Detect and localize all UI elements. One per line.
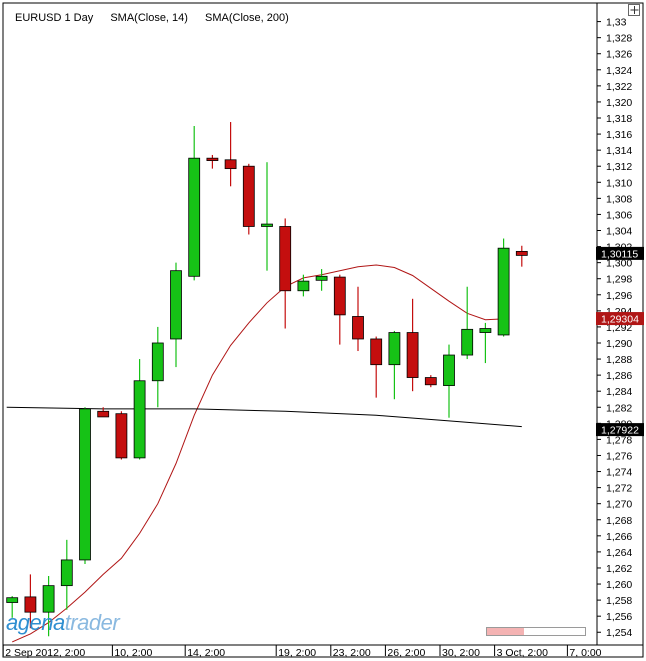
x-tick-label: 19, 2:00: [278, 647, 316, 659]
y-tick-label: 1,260: [606, 579, 632, 591]
y-tick-label: 1,266: [606, 531, 632, 543]
candle-body: [115, 413, 128, 459]
candle-body: [133, 380, 146, 459]
candle-body: [151, 342, 164, 382]
y-tick-label: 1,276: [606, 450, 632, 462]
y-tick-label: 1,328: [606, 33, 632, 45]
logo-part-trader: trader: [64, 610, 120, 635]
x-tick-label: 14, 2:00: [187, 647, 225, 659]
y-tick-label: 1,290: [606, 338, 632, 350]
candle-body: [79, 408, 91, 561]
candle-body: [461, 328, 474, 356]
crosshair-toggle-icon[interactable]: [628, 4, 640, 16]
y-tick-label: 1,324: [606, 65, 632, 77]
price-label-text: 1,27922: [601, 425, 639, 437]
x-tick-label: 7, 0:00: [569, 647, 601, 659]
y-tick-label: 1,326: [606, 49, 632, 61]
x-tick-label: 23, 2:00: [333, 647, 371, 659]
candle-body: [497, 247, 510, 336]
x-tick-label: 3 Oct, 2:00: [497, 647, 549, 659]
candle-body: [24, 596, 37, 613]
y-tick-label: 1,268: [606, 515, 632, 527]
y-tick-label: 1,33: [606, 17, 627, 29]
legend-sma14: SMA(Close, 14): [110, 12, 188, 24]
y-tick-label: 1,272: [606, 483, 632, 495]
candle-body: [279, 226, 292, 292]
y-tick-label: 1,256: [606, 611, 632, 623]
candle-body: [406, 332, 419, 378]
candle-body: [60, 559, 73, 587]
y-tick-label: 1,318: [606, 113, 632, 125]
candle-body: [42, 585, 55, 613]
y-tick-label: 1,308: [606, 193, 632, 205]
price-label-box: [596, 312, 644, 326]
chart-scrollbar[interactable]: [486, 627, 586, 636]
y-tick-label: 1,262: [606, 563, 632, 575]
candle-body: [242, 165, 255, 227]
agenatrader-logo: agenatrader: [6, 610, 120, 636]
candle-body: [333, 276, 346, 316]
candle-body: [6, 597, 19, 603]
y-tick-label: 1,304: [606, 225, 632, 237]
y-tick-label: 1,270: [606, 499, 632, 511]
y-tick-label: 1,316: [606, 129, 632, 141]
y-tick-label: 1,320: [606, 97, 632, 109]
candle-body: [206, 157, 219, 161]
candle-body: [315, 275, 328, 281]
legend-instrument: EURUSD 1 Day: [15, 12, 94, 24]
candle-body: [188, 157, 201, 277]
chart-legend: EURUSD 1 Day SMA(Close, 14) SMA(Close, 2…: [15, 12, 303, 24]
x-tick-label: 10, 2:00: [114, 647, 152, 659]
y-tick-label: 1,278: [606, 434, 632, 446]
logo-part-agena: agena: [6, 610, 65, 635]
y-tick-label: 1,298: [606, 274, 632, 286]
candle-body: [479, 328, 492, 333]
y-tick-label: 1,306: [606, 209, 632, 221]
y-tick-label: 1,300: [606, 258, 632, 270]
x-tick-label: 2 Sep 2012, 2:00: [5, 647, 85, 659]
y-tick-label: 1,254: [606, 627, 632, 639]
y-tick-label: 1,286: [606, 370, 632, 382]
y-tick-label: 1,274: [606, 467, 632, 479]
scrollbar-thumb[interactable]: [487, 628, 525, 635]
candle-body: [170, 270, 182, 340]
y-tick-label: 1,312: [606, 161, 632, 173]
candle-body: [297, 280, 310, 292]
legend-sma200: SMA(Close, 200): [205, 12, 289, 24]
price-label-text: 1,29304: [601, 314, 639, 326]
y-tick-label: 1,288: [606, 354, 632, 366]
price-label-text: 1,30115: [601, 248, 638, 260]
candle-body: [224, 159, 237, 170]
price-label-box: [596, 246, 644, 260]
y-tick-label: 1,322: [606, 81, 632, 93]
x-tick-label: 26, 2:00: [387, 647, 425, 659]
candle-body: [370, 338, 383, 366]
y-tick-label: 1,284: [606, 386, 632, 398]
candle-body: [424, 377, 437, 386]
y-tick-label: 1,264: [606, 547, 632, 559]
sma14-line: [11, 264, 504, 643]
price-label-box: [596, 423, 644, 437]
candle-body: [388, 332, 401, 366]
y-tick-label: 1,282: [606, 402, 632, 414]
candle-body: [515, 250, 528, 256]
y-tick-label: 1,258: [606, 595, 632, 607]
candle-body: [97, 410, 110, 418]
candle-body: [443, 354, 455, 386]
candle-body: [352, 316, 364, 340]
y-tick-label: 1,314: [606, 145, 632, 157]
y-tick-label: 1,310: [606, 177, 632, 189]
candle-body: [261, 223, 273, 227]
x-tick-label: 30, 2:00: [442, 647, 480, 659]
y-tick-label: 1,296: [606, 290, 632, 302]
